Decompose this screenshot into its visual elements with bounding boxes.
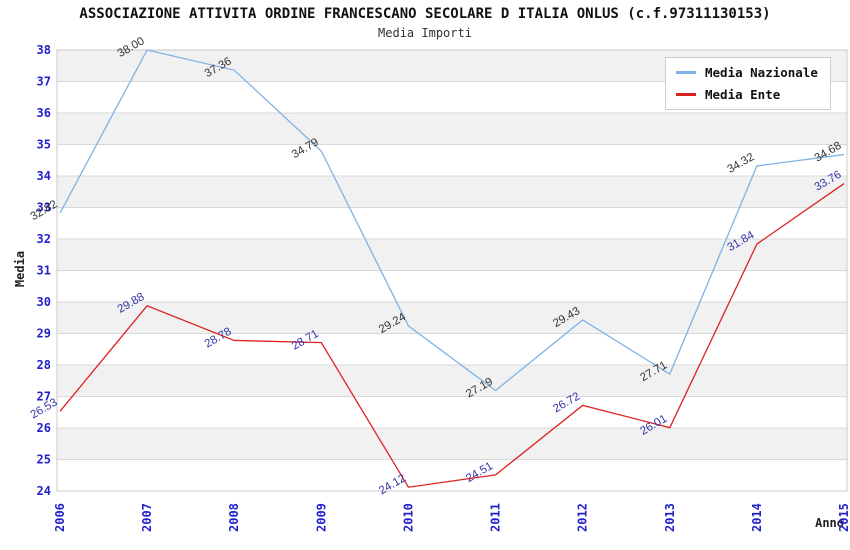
svg-text:25: 25 [37,453,51,467]
legend: Media Nazionale Media Ente [665,57,831,110]
svg-text:2014: 2014 [750,503,764,532]
svg-text:24: 24 [37,484,51,498]
legend-label: Media Ente [705,87,781,102]
svg-text:24.51: 24.51 [464,460,495,485]
svg-text:26: 26 [37,421,51,435]
svg-text:32: 32 [37,232,51,246]
svg-text:30: 30 [37,295,51,309]
svg-text:2007: 2007 [140,503,154,532]
svg-text:36: 36 [37,106,51,120]
svg-text:2008: 2008 [227,503,241,532]
chart-subtitle: Media Importi [378,26,472,40]
svg-text:2009: 2009 [314,503,328,532]
svg-text:2015: 2015 [837,503,850,532]
legend-item-media-nazionale: Media Nazionale [676,65,818,80]
svg-text:2011: 2011 [489,503,503,532]
chart-title: ASSOCIAZIONE ATTIVITA ORDINE FRANCESCANO… [79,6,771,22]
svg-text:38: 38 [37,43,51,57]
svg-text:35: 35 [37,138,51,152]
legend-item-media-ente: Media Ente [676,87,818,102]
svg-text:2013: 2013 [663,503,677,532]
svg-text:34.32: 34.32 [725,151,756,176]
svg-text:2012: 2012 [576,503,590,532]
svg-text:28: 28 [37,358,51,372]
legend-line-swatch-blue [676,71,696,74]
x-axis-label: Anno [815,516,844,530]
svg-text:34: 34 [37,169,51,183]
svg-text:24.12: 24.12 [377,472,408,497]
svg-text:37: 37 [37,75,51,89]
svg-text:31: 31 [37,264,51,278]
svg-text:27: 27 [37,390,51,404]
svg-text:2010: 2010 [401,503,415,532]
svg-text:33: 33 [37,201,51,215]
svg-text:29: 29 [37,327,51,341]
svg-text:2006: 2006 [53,503,67,532]
legend-label: Media Nazionale [705,65,818,80]
legend-line-swatch-red [676,93,696,96]
